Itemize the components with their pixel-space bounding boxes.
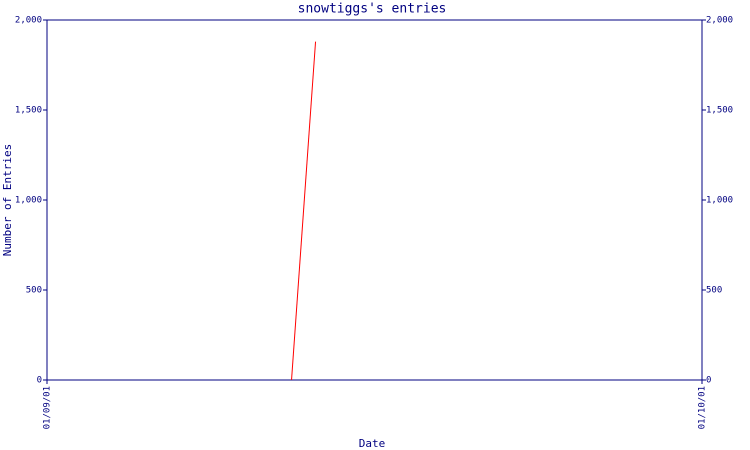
y-tick-label-right: 1,500 bbox=[706, 106, 733, 116]
y-tick-label: 500 bbox=[26, 286, 42, 296]
y-tick-label-right: 1,000 bbox=[706, 196, 733, 206]
y-tick-label: 1,500 bbox=[15, 106, 42, 116]
chart-title: snowtiggs's entries bbox=[298, 2, 447, 17]
y-tick-label: 2,000 bbox=[15, 16, 42, 26]
y-tick-label-right: 500 bbox=[706, 286, 722, 296]
y-tick-label-right: 0 bbox=[706, 376, 711, 386]
y-axis-label: Number of Entries bbox=[1, 144, 14, 257]
y-tick-label: 0 bbox=[37, 376, 42, 386]
plot-frame bbox=[46, 19, 703, 381]
x-tick-label: 01/09/01 bbox=[43, 386, 53, 429]
x-tick-label: 01/10/01 bbox=[698, 386, 708, 429]
x-axis-label: Date bbox=[359, 437, 386, 450]
data-line bbox=[291, 41, 317, 381]
y-tick-label: 1,000 bbox=[15, 196, 42, 206]
y-tick-label-right: 2,000 bbox=[706, 16, 733, 26]
